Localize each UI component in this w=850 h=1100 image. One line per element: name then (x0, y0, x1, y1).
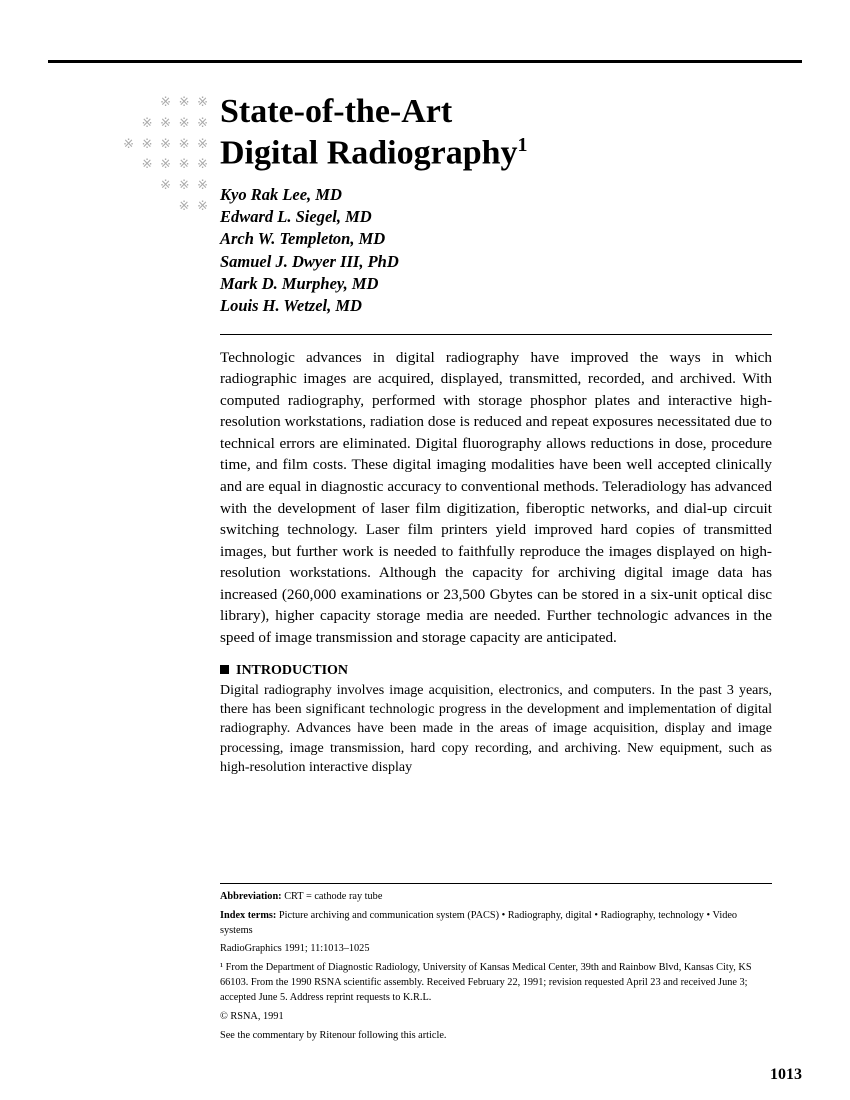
author-list: Kyo Rak Lee, MD Edward L. Siegel, MD Arc… (220, 184, 772, 318)
decor-row: ※ ※ ※ ※ ※ (100, 134, 210, 155)
author: Louis H. Wetzel, MD (220, 295, 772, 317)
copyright-line: © RSNA, 1991 (220, 1010, 772, 1025)
citation-line: RadioGraphics 1991; 11:1013–1025 (220, 942, 772, 957)
author: Arch W. Templeton, MD (220, 228, 772, 250)
index-terms-line: Index terms: Picture archiving and commu… (220, 909, 772, 939)
main-content: State-of-the-Art Digital Radiography1 Ky… (220, 92, 772, 777)
title-line-2: Digital Radiography (220, 134, 518, 171)
abbrev-label: Abbreviation: (220, 891, 282, 902)
decor-row: ※ ※ (100, 196, 210, 217)
title-footnote-ref: 1 (518, 134, 528, 156)
footer-block: Abbreviation: CRT = cathode ray tube Ind… (220, 865, 772, 1048)
section-heading: INTRODUCTION (220, 663, 772, 679)
section-heading-text: INTRODUCTION (236, 663, 348, 678)
decor-row: ※ ※ ※ ※ (100, 154, 210, 175)
intro-body-text: Digital radiography involves image acqui… (220, 681, 772, 778)
decor-row: ※ ※ ※ (100, 175, 210, 196)
commentary-line: See the commentary by Ritenour following… (220, 1029, 772, 1044)
index-text: Picture archiving and communication syst… (220, 910, 737, 936)
author: Samuel J. Dwyer III, PhD (220, 251, 772, 273)
abbrev-text: CRT = cathode ray tube (284, 891, 382, 902)
decorative-pattern: ※ ※ ※ ※ ※ ※ ※ ※ ※ ※ ※ ※ ※ ※ ※ ※ ※ ※ ※ ※ … (100, 92, 210, 217)
footer-divider (220, 883, 772, 884)
index-label: Index terms: (220, 910, 276, 921)
article-title: State-of-the-Art Digital Radiography1 (220, 92, 772, 174)
affiliation-line: ¹ From the Department of Diagnostic Radi… (220, 961, 772, 1006)
abstract-text: Technologic advances in digital radiogra… (220, 347, 772, 649)
divider (220, 334, 772, 335)
title-line-1: State-of-the-Art (220, 93, 452, 130)
decor-row: ※ ※ ※ (100, 92, 210, 113)
author: Kyo Rak Lee, MD (220, 184, 772, 206)
author: Edward L. Siegel, MD (220, 206, 772, 228)
author: Mark D. Murphey, MD (220, 273, 772, 295)
bullet-icon (220, 665, 229, 674)
abbreviation-line: Abbreviation: CRT = cathode ray tube (220, 890, 772, 905)
decor-row: ※ ※ ※ ※ (100, 113, 210, 134)
page-number: 1013 (770, 1066, 802, 1084)
